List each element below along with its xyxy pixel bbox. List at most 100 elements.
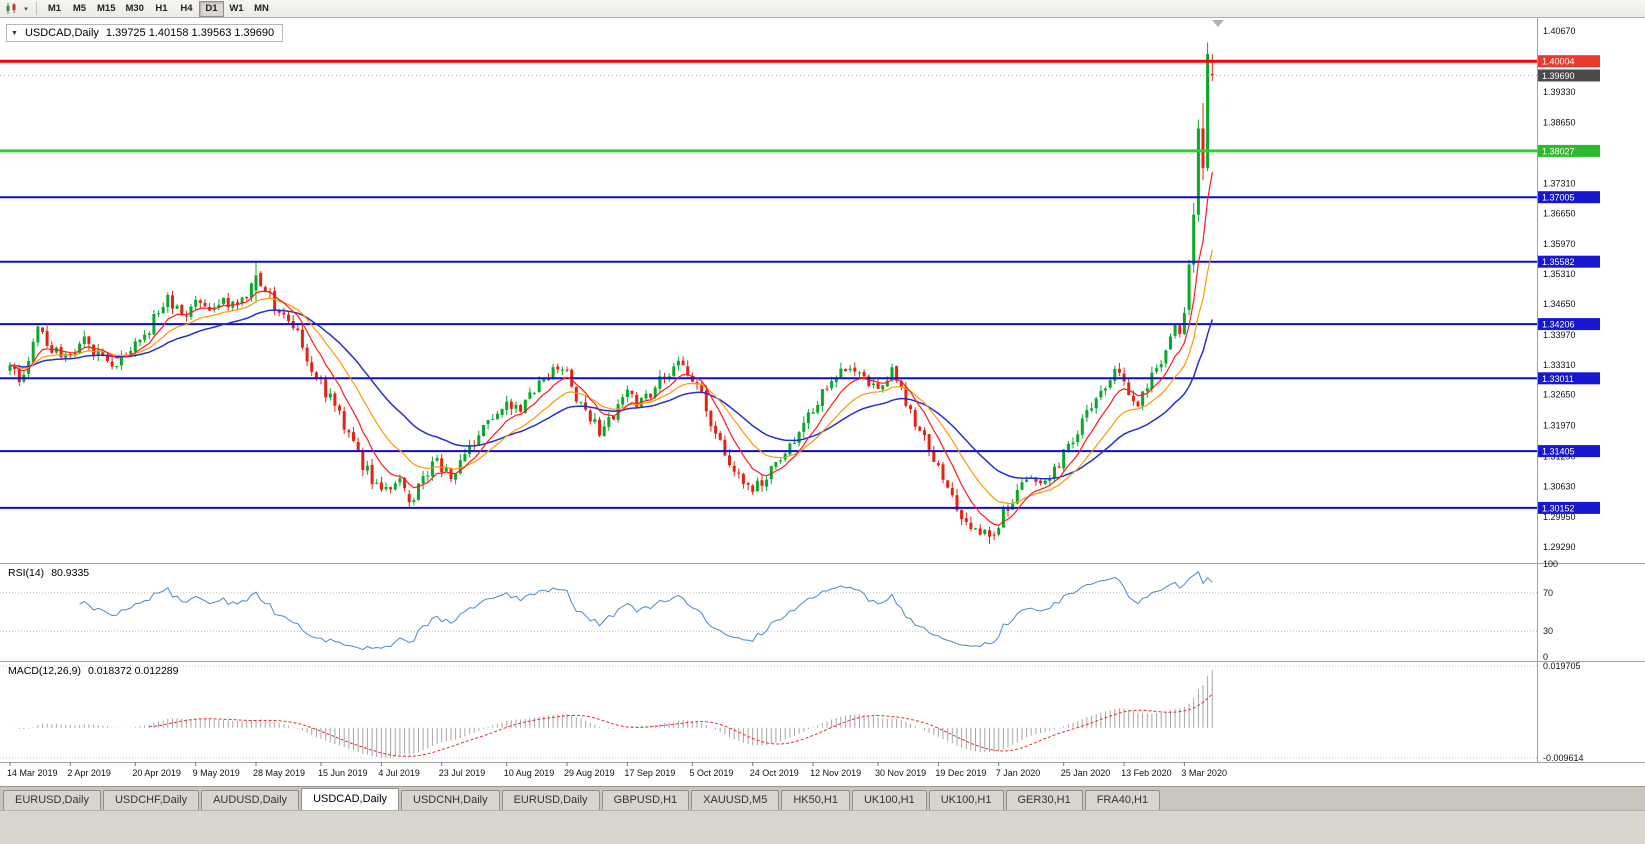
svg-text:29 Aug 2019: 29 Aug 2019 — [564, 768, 615, 778]
svg-text:3 Mar 2020: 3 Mar 2020 — [1181, 768, 1227, 778]
svg-text:1.38650: 1.38650 — [1543, 118, 1576, 128]
macd-values: 0.018372 0.012289 — [87, 665, 179, 677]
svg-text:4 Jul 2019: 4 Jul 2019 — [378, 768, 420, 778]
macd-indicator-label: MACD(12,26,9) 0.018372 0.012289 — [8, 665, 178, 677]
tab-uk100-h1-2[interactable]: UK100,H1 — [928, 790, 1004, 810]
candles-glyph — [6, 3, 16, 14]
svg-text:1.29290: 1.29290 — [1543, 542, 1576, 552]
svg-text:1.37310: 1.37310 — [1543, 178, 1576, 188]
svg-text:5 Oct 2019: 5 Oct 2019 — [689, 768, 733, 778]
rsi-name: RSI(14) — [8, 567, 45, 579]
horizontal-levels[interactable] — [0, 59, 1537, 509]
tab-fra40-h1[interactable]: FRA40,H1 — [1084, 790, 1161, 810]
svg-text:1.31405: 1.31405 — [1542, 447, 1575, 457]
svg-text:9 May 2019: 9 May 2019 — [193, 768, 240, 778]
timeframe-button-m30[interactable]: M30 — [120, 1, 148, 17]
chart-canvas[interactable]: 1.40670 1.39330 1.38650 1.37310 1.36650 1.359… — [0, 18, 1645, 786]
tab-usdcnh-daily[interactable]: USDCNH,Daily — [401, 790, 500, 810]
price-badge — [1538, 318, 1600, 331]
svg-text:17 Sep 2019: 17 Sep 2019 — [624, 768, 675, 778]
ma-fast-red — [9, 172, 1213, 526]
collapse-arrow-icon[interactable]: ▼ — [11, 29, 18, 37]
tab-hk50-h1[interactable]: HK50,H1 — [781, 790, 850, 810]
svg-text:1.39330: 1.39330 — [1543, 87, 1576, 97]
rsi-panel[interactable]: 100 70 30 0 — [0, 559, 1558, 662]
price-badge — [1538, 144, 1600, 157]
tab-eurusd-daily-2[interactable]: EURUSD,Daily — [501, 790, 600, 810]
ma-medium-orange — [9, 249, 1213, 504]
price-badge — [1538, 255, 1600, 268]
tab-audusd-daily[interactable]: AUDUSD,Daily — [201, 790, 300, 810]
tab-xauusd-m5[interactable]: XAUUSD,M5 — [691, 790, 780, 810]
tab-uk100-h1[interactable]: UK100,H1 — [851, 790, 927, 810]
svg-text:-0.009614: -0.009614 — [1543, 753, 1584, 763]
timeframe-button-d1[interactable]: D1 — [198, 0, 224, 17]
tab-usdcad-daily[interactable]: USDCAD,Daily — [301, 788, 400, 810]
svg-text:13 Feb 2020: 13 Feb 2020 — [1121, 768, 1172, 778]
chart-workspace[interactable]: 1.40670 1.39330 1.38650 1.37310 1.36650 1.359… — [0, 18, 1645, 786]
price-badge — [1538, 191, 1600, 204]
svg-text:70: 70 — [1543, 588, 1553, 598]
svg-text:1.33970: 1.33970 — [1543, 330, 1576, 340]
svg-text:10 Aug 2019: 10 Aug 2019 — [504, 768, 555, 778]
svg-text:100: 100 — [1543, 559, 1558, 569]
time-axis[interactable]: 14 Mar 2019 2 Apr 2019 20 Apr 2019 9 May 20… — [7, 762, 1227, 778]
svg-text:12 Nov 2019: 12 Nov 2019 — [810, 768, 861, 778]
timeframe-button-h1[interactable]: H1 — [149, 1, 174, 17]
panel-separators — [0, 18, 1645, 763]
svg-text:2 Apr 2019: 2 Apr 2019 — [67, 768, 111, 778]
svg-text:0.019705: 0.019705 — [1543, 661, 1581, 671]
svg-text:1.34206: 1.34206 — [1542, 320, 1575, 330]
tab-usdchf-daily[interactable]: USDCHF,Daily — [102, 790, 200, 810]
timeframe-button-m15[interactable]: M15 — [92, 1, 120, 17]
chart-type-icon[interactable] — [3, 1, 21, 17]
svg-text:1.30630: 1.30630 — [1543, 481, 1576, 491]
svg-text:0: 0 — [1543, 652, 1548, 662]
svg-text:24 Oct 2019: 24 Oct 2019 — [750, 768, 799, 778]
svg-text:1.39690: 1.39690 — [1542, 71, 1575, 81]
chart-ohlc-values: 1.39725 1.40158 1.39563 1.39690 — [105, 27, 275, 39]
bottom-filler — [0, 810, 1645, 844]
svg-text:1.35970: 1.35970 — [1543, 239, 1576, 249]
toolbar-separator — [36, 2, 37, 15]
svg-text:1.34650: 1.34650 — [1543, 299, 1576, 309]
chart-shift-marker-icon[interactable] — [1212, 20, 1224, 27]
timeframe-button-m5[interactable]: M5 — [67, 1, 92, 17]
svg-text:15 Jun 2019: 15 Jun 2019 — [318, 768, 368, 778]
price-badge — [1538, 445, 1600, 458]
svg-text:14 Mar 2019: 14 Mar 2019 — [7, 768, 58, 778]
timeframe-toolbar: ▾ M1 M5 M15 M30 H1 H4 D1 W1 MN — [0, 0, 1645, 18]
svg-text:1.33011: 1.33011 — [1542, 374, 1574, 384]
svg-text:1.40670: 1.40670 — [1543, 26, 1576, 36]
svg-text:1.31970: 1.31970 — [1543, 421, 1576, 431]
price-badge — [1538, 501, 1600, 514]
price-axis[interactable]: 1.40670 1.39330 1.38650 1.37310 1.36650 1.359… — [1538, 26, 1600, 552]
chart-title-box: ▼ USDCAD,Daily 1.39725 1.40158 1.39563 1… — [6, 24, 284, 42]
timeframe-button-h4[interactable]: H4 — [174, 1, 199, 17]
svg-text:1.36650: 1.36650 — [1543, 208, 1576, 218]
price-badge — [1538, 372, 1600, 385]
svg-text:30: 30 — [1543, 626, 1553, 636]
tab-eurusd-daily[interactable]: EURUSD,Daily — [3, 790, 101, 810]
svg-text:1.37005: 1.37005 — [1542, 193, 1575, 203]
svg-text:20 Apr 2019: 20 Apr 2019 — [132, 768, 181, 778]
tab-ger30-h1[interactable]: GER30,H1 — [1005, 790, 1083, 810]
macd-panel[interactable]: 0.019705 -0.009614 — [0, 661, 1584, 763]
chart-dropdown-caret-icon[interactable]: ▾ — [24, 5, 28, 13]
svg-text:1.29950: 1.29950 — [1543, 512, 1576, 522]
svg-text:28 May 2019: 28 May 2019 — [253, 768, 305, 778]
rsi-line — [79, 571, 1213, 651]
price-badge — [1538, 55, 1600, 68]
macd-name: MACD(12,26,9) — [8, 665, 81, 677]
candles-layer[interactable] — [8, 42, 1214, 544]
rsi-value: 80.9335 — [51, 567, 90, 579]
svg-text:1.40004: 1.40004 — [1542, 57, 1575, 67]
svg-text:1.33310: 1.33310 — [1543, 360, 1576, 370]
timeframe-button-mn[interactable]: MN — [249, 1, 274, 17]
svg-text:30 Nov 2019: 30 Nov 2019 — [875, 768, 926, 778]
svg-text:7 Jan 2020: 7 Jan 2020 — [996, 768, 1041, 778]
timeframe-button-m1[interactable]: M1 — [42, 1, 67, 17]
tab-gbpusd-h1[interactable]: GBPUSD,H1 — [601, 790, 690, 810]
timeframe-button-w1[interactable]: W1 — [224, 1, 249, 17]
macd-signal-line — [149, 693, 1213, 757]
